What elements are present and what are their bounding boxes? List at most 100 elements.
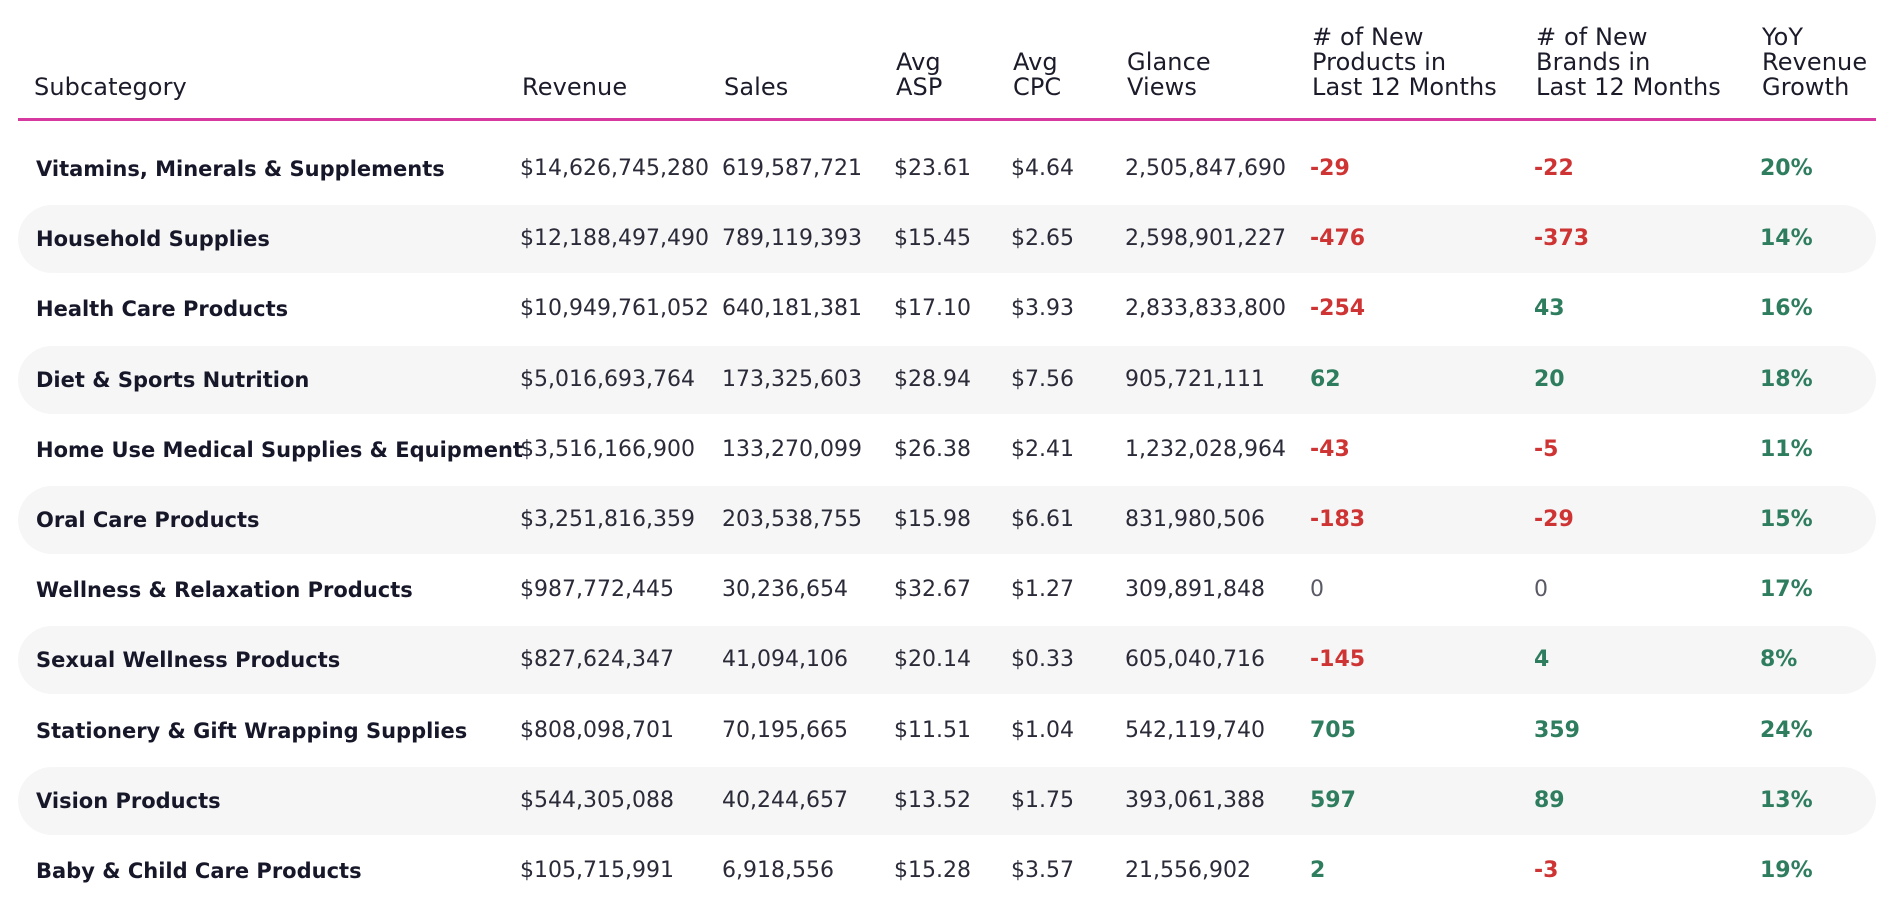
cell-glance-views: 2,505,847,690 bbox=[1125, 156, 1286, 181]
cell-avg-asp: $26.38 bbox=[894, 437, 971, 462]
cell-yoy-growth: 11% bbox=[1760, 437, 1813, 462]
cell-avg-cpc: $1.27 bbox=[1011, 577, 1074, 602]
table-row: Vitamins, Minerals & Supplements $14,626,… bbox=[18, 135, 1876, 203]
cell-glance-views: 542,119,740 bbox=[1125, 718, 1265, 743]
cell-glance-views: 309,891,848 bbox=[1125, 577, 1265, 602]
cell-new-products: -43 bbox=[1310, 437, 1350, 462]
cell-avg-cpc: $2.65 bbox=[1011, 226, 1074, 251]
cell-subcategory: Stationery & Gift Wrapping Supplies bbox=[36, 719, 468, 743]
cell-avg-cpc: $3.93 bbox=[1011, 296, 1074, 321]
table-row: Sexual Wellness Products $827,624,347 41,0… bbox=[18, 626, 1876, 694]
cell-yoy-growth: 13% bbox=[1760, 788, 1813, 813]
cell-new-brands: 89 bbox=[1534, 788, 1565, 813]
cell-subcategory: Vitamins, Minerals & Supplements bbox=[36, 157, 445, 181]
cell-subcategory: Baby & Child Care Products bbox=[36, 859, 362, 883]
cell-new-products: -476 bbox=[1310, 226, 1366, 251]
cell-avg-asp: $15.98 bbox=[894, 507, 971, 532]
header-revenue: Revenue bbox=[522, 73, 628, 101]
cell-sales: 173,325,603 bbox=[722, 367, 862, 392]
cell-glance-views: 393,061,388 bbox=[1125, 788, 1265, 813]
cell-new-products: -29 bbox=[1310, 156, 1350, 181]
cell-avg-cpc: $1.04 bbox=[1011, 718, 1074, 743]
cell-new-brands: -22 bbox=[1534, 156, 1574, 181]
cell-revenue: $987,772,445 bbox=[520, 577, 674, 602]
cell-yoy-growth: 20% bbox=[1760, 156, 1813, 181]
table-row: Household Supplies $12,188,497,490 789,119… bbox=[18, 205, 1876, 273]
cell-new-products: -145 bbox=[1310, 647, 1366, 672]
cell-subcategory: Vision Products bbox=[36, 789, 221, 813]
cell-glance-views: 1,232,028,964 bbox=[1125, 437, 1286, 462]
cell-sales: 203,538,755 bbox=[722, 507, 862, 532]
header-avg-asp: Avg ASP bbox=[896, 48, 943, 101]
cell-avg-cpc: $3.57 bbox=[1011, 858, 1074, 883]
cell-glance-views: 905,721,111 bbox=[1125, 367, 1265, 392]
cell-new-products: -254 bbox=[1310, 296, 1366, 321]
cell-revenue: $827,624,347 bbox=[520, 647, 674, 672]
cell-new-brands: 43 bbox=[1534, 296, 1565, 321]
header-divider bbox=[18, 118, 1876, 121]
cell-avg-asp: $20.14 bbox=[894, 647, 971, 672]
cell-new-products: 705 bbox=[1310, 718, 1356, 743]
cell-new-brands: -373 bbox=[1534, 226, 1590, 251]
cell-new-products: -183 bbox=[1310, 507, 1366, 532]
cell-yoy-growth: 8% bbox=[1760, 647, 1798, 672]
cell-avg-asp: $15.28 bbox=[894, 858, 971, 883]
cell-sales: 789,119,393 bbox=[722, 226, 862, 251]
cell-new-products: 2 bbox=[1310, 858, 1326, 883]
cell-new-brands: -3 bbox=[1534, 858, 1559, 883]
table-header: Subcategory Revenue Sales Avg ASP Avg CP… bbox=[20, 0, 1880, 118]
table-row: Oral Care Products $3,251,816,359 203,538,… bbox=[18, 486, 1876, 554]
cell-yoy-growth: 17% bbox=[1760, 577, 1813, 602]
cell-yoy-growth: 18% bbox=[1760, 367, 1813, 392]
cell-avg-asp: $23.61 bbox=[894, 156, 971, 181]
cell-new-products: 0 bbox=[1310, 577, 1324, 602]
cell-yoy-growth: 24% bbox=[1760, 718, 1813, 743]
cell-avg-asp: $32.67 bbox=[894, 577, 971, 602]
cell-subcategory: Sexual Wellness Products bbox=[36, 648, 341, 672]
cell-new-brands: 20 bbox=[1534, 367, 1565, 392]
cell-sales: 70,195,665 bbox=[722, 718, 848, 743]
cell-subcategory: Oral Care Products bbox=[36, 508, 260, 532]
cell-new-brands: 0 bbox=[1534, 577, 1548, 602]
cell-yoy-growth: 14% bbox=[1760, 226, 1813, 251]
header-sales: Sales bbox=[724, 73, 789, 101]
cell-new-products: 597 bbox=[1310, 788, 1356, 813]
cell-revenue: $3,251,816,359 bbox=[520, 507, 695, 532]
cell-glance-views: 831,980,506 bbox=[1125, 507, 1265, 532]
cell-new-brands: 4 bbox=[1534, 647, 1550, 672]
cell-glance-views: 605,040,716 bbox=[1125, 647, 1265, 672]
cell-sales: 640,181,381 bbox=[722, 296, 862, 321]
cell-new-brands: 359 bbox=[1534, 718, 1580, 743]
cell-avg-cpc: $6.61 bbox=[1011, 507, 1074, 532]
cell-avg-cpc: $1.75 bbox=[1011, 788, 1074, 813]
cell-revenue: $105,715,991 bbox=[520, 858, 674, 883]
cell-avg-cpc: $0.33 bbox=[1011, 647, 1074, 672]
cell-sales: 619,587,721 bbox=[722, 156, 862, 181]
header-yoy-growth: YoY Revenue Growth bbox=[1762, 23, 1868, 101]
cell-new-products: 62 bbox=[1310, 367, 1341, 392]
table-row: Stationery & Gift Wrapping Supplies $808,… bbox=[18, 697, 1876, 765]
cell-glance-views: 2,833,833,800 bbox=[1125, 296, 1286, 321]
cell-sales: 6,918,556 bbox=[722, 858, 834, 883]
cell-avg-asp: $11.51 bbox=[894, 718, 971, 743]
cell-sales: 40,244,657 bbox=[722, 788, 848, 813]
cell-yoy-growth: 16% bbox=[1760, 296, 1813, 321]
header-glance-views: Glance Views bbox=[1127, 48, 1211, 101]
cell-glance-views: 2,598,901,227 bbox=[1125, 226, 1286, 251]
cell-revenue: $10,949,761,052 bbox=[520, 296, 709, 321]
cell-avg-asp: $13.52 bbox=[894, 788, 971, 813]
cell-avg-asp: $28.94 bbox=[894, 367, 971, 392]
cell-revenue: $14,626,745,280 bbox=[520, 156, 709, 181]
cell-avg-asp: $17.10 bbox=[894, 296, 971, 321]
header-avg-cpc: Avg CPC bbox=[1013, 48, 1062, 101]
cell-subcategory: Wellness & Relaxation Products bbox=[36, 578, 413, 602]
table-row: Home Use Medical Supplies & Equipment $3,… bbox=[18, 416, 1876, 484]
cell-new-brands: -29 bbox=[1534, 507, 1574, 532]
header-subcategory: Subcategory bbox=[34, 73, 187, 101]
cell-avg-cpc: $7.56 bbox=[1011, 367, 1074, 392]
cell-revenue: $12,188,497,490 bbox=[520, 226, 709, 251]
cell-yoy-growth: 15% bbox=[1760, 507, 1813, 532]
cell-subcategory: Household Supplies bbox=[36, 227, 270, 251]
table-row: Diet & Sports Nutrition $5,016,693,764 173… bbox=[18, 346, 1876, 414]
